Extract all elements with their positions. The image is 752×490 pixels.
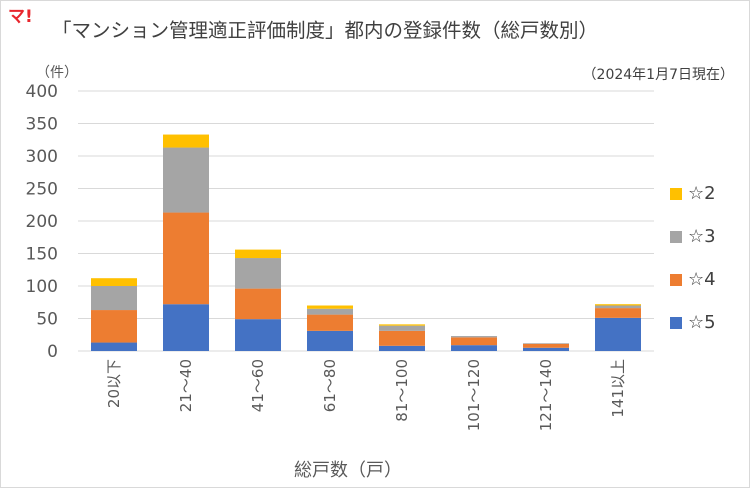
legend: ☆2 ☆3 ☆4 ☆5	[670, 172, 716, 344]
legend-item: ☆3	[670, 215, 716, 258]
bar-segment	[91, 278, 137, 286]
bar-segment	[523, 343, 569, 348]
y-tick-label: 150	[26, 245, 58, 265]
y-tick-label: 300	[26, 147, 58, 167]
bar-segment	[379, 330, 425, 346]
x-tick-label: 141以上	[609, 359, 627, 418]
bar-segment	[163, 304, 209, 351]
bar-segment	[235, 258, 281, 289]
bar-segment	[307, 305, 353, 309]
legend-swatch	[670, 273, 682, 286]
bar-segment	[163, 212, 209, 305]
legend-item: ☆2	[670, 172, 716, 215]
y-tick-label: 100	[26, 277, 58, 297]
y-axis-unit: （件）	[36, 65, 78, 81]
legend-item: ☆5	[670, 301, 716, 344]
x-axis-title: 総戸数（戸）	[294, 460, 402, 481]
bar-segment	[235, 249, 281, 259]
bar-segment	[379, 324, 425, 326]
x-tick-label: 81～100	[393, 359, 411, 422]
bar-segment	[595, 317, 641, 351]
y-tick-label: 250	[26, 180, 58, 200]
bar-segment	[595, 305, 641, 309]
legend-label: ☆2	[688, 183, 716, 204]
chart-subtitle: （2024年1月7日現在）	[582, 67, 734, 83]
bar-segment	[235, 288, 281, 320]
y-tick-label: 400	[26, 82, 58, 102]
legend-swatch	[670, 187, 682, 200]
y-tick-label: 50	[36, 310, 58, 330]
bar-segment	[91, 286, 137, 311]
bar-segment	[451, 337, 497, 346]
x-tick-label: 21～40	[177, 359, 195, 412]
legend-item: ☆4	[670, 258, 716, 301]
chart-title: 「マンション管理適正評価制度」都内の登録件数（総戸数別）	[52, 19, 599, 42]
bar-segment	[91, 342, 137, 351]
bar-segment	[451, 345, 497, 351]
x-tick-label: 61～80	[321, 359, 339, 412]
legend-swatch	[670, 316, 682, 329]
x-tick-label: 101～120	[465, 359, 483, 431]
legend-label: ☆3	[688, 226, 716, 247]
bar-segment	[595, 304, 641, 306]
bar-segment	[523, 347, 569, 351]
y-tick-label: 350	[26, 115, 58, 135]
bar-segment	[523, 343, 569, 344]
x-tick-label: 41～60	[249, 359, 267, 412]
bar-segment	[451, 336, 497, 338]
legend-label: ☆5	[688, 312, 716, 333]
bar-segment	[595, 308, 641, 318]
x-tick-label: 121～140	[537, 359, 555, 431]
bar-segment	[379, 325, 425, 331]
bar-segment	[163, 147, 209, 213]
bar-segment	[307, 308, 353, 315]
bar-segment	[379, 345, 425, 351]
legend-swatch	[670, 230, 682, 243]
bar-segment	[307, 314, 353, 331]
y-tick-label: 0	[47, 342, 58, 362]
bar-segment	[307, 330, 353, 351]
legend-label: ☆4	[688, 269, 716, 290]
x-tick-label: 20以下	[105, 359, 123, 408]
bar-segment	[235, 319, 281, 351]
y-tick-label: 200	[26, 212, 58, 232]
bar-segment	[91, 310, 137, 343]
bar-segment	[163, 134, 209, 148]
brand-logo: マ!	[8, 7, 33, 27]
